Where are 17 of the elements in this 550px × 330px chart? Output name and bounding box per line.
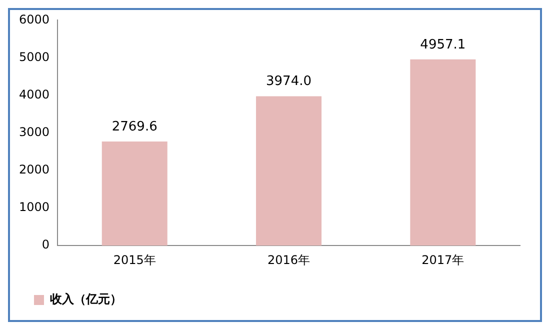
- bar: [256, 96, 322, 246]
- bar: [410, 59, 476, 246]
- text: 2769.6: [112, 119, 158, 134]
- y-tick-label: 6000: [18, 12, 50, 26]
- y-tick-label: 5000: [18, 50, 50, 64]
- y-tick-label: 2000: [18, 162, 50, 177]
- text: 3974.0: [266, 74, 312, 90]
- bar: [102, 142, 168, 246]
- legend-label: 收入（亿元）: [50, 292, 122, 306]
- x-tick-label: 2016年: [267, 252, 310, 267]
- y-tick-label: 3000: [18, 125, 50, 140]
- y-tick-label: 4000: [18, 87, 50, 102]
- x-tick-label: 2015年: [113, 252, 156, 267]
- y-tick-label: 1000: [18, 200, 50, 214]
- y-tick-label: 0: [42, 238, 50, 252]
- text: 4957.1: [420, 37, 466, 52]
- x-tick-label: 2017年: [422, 252, 464, 267]
